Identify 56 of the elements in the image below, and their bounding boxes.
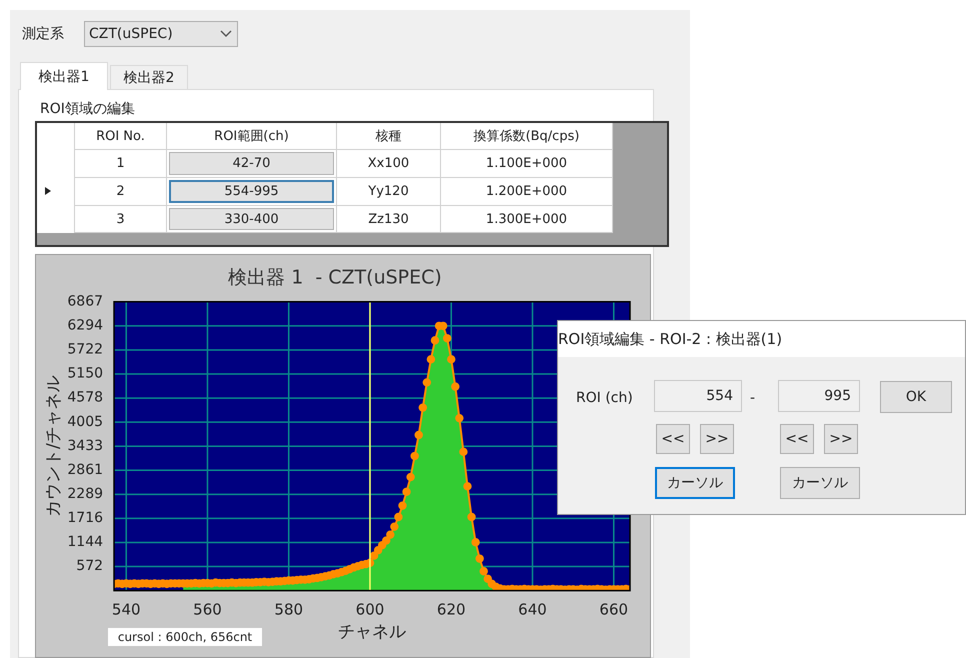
- text: 1.200E+000: [441, 178, 613, 206]
- text: 1.300E+000: [441, 206, 613, 233]
- annotation: ROI (ch): [576, 389, 634, 408]
- text: >>: [700, 424, 734, 454]
- text: 554-995: [169, 180, 334, 203]
- text: 995: [778, 380, 860, 412]
- y-tick-label: 572: [76, 558, 104, 574]
- y-tick-label: 5150: [67, 366, 104, 382]
- y-tick-label: 6294: [67, 318, 104, 334]
- text: カーソル: [780, 467, 860, 499]
- y-tick-label: 3433: [67, 438, 104, 454]
- y-tick-label: 6867: [67, 293, 104, 310]
- y-tick-label: 4578: [67, 390, 104, 406]
- text: ROI領域の編集: [40, 100, 136, 119]
- text: ROI No.: [75, 123, 167, 150]
- text: 1.100E+000: [441, 150, 613, 178]
- text: カーソル: [655, 467, 735, 499]
- y-tick-label: 4005: [67, 414, 104, 430]
- text: 検出器1: [20, 62, 108, 90]
- y-axis-title: カウント/チャネル: [44, 375, 64, 518]
- x-tick-label: 580: [274, 600, 304, 618]
- text: Xx100: [337, 150, 441, 178]
- chart-title: 検出器 1 - CZT(uSPEC): [228, 266, 442, 288]
- text: >>: [824, 424, 858, 454]
- text: 3: [75, 206, 167, 233]
- y-tick-label: 1144: [67, 534, 104, 550]
- annotation: ROI領域編集 - ROI-2 : 検出器(1): [558, 328, 784, 350]
- y-tick-label: 2861: [67, 462, 104, 478]
- x-tick-label: 620: [436, 600, 466, 618]
- x-tick-label: 640: [518, 600, 547, 618]
- text: 1: [75, 150, 167, 178]
- y-tick-label: 5722: [67, 342, 104, 358]
- text: 検出器2: [110, 65, 188, 89]
- text: ROI範囲(ch): [167, 123, 337, 150]
- text: 核種: [337, 123, 441, 150]
- text: -: [750, 389, 756, 408]
- text: <<: [780, 424, 814, 454]
- text: OK: [880, 381, 952, 413]
- text: CZT(uSPEC): [84, 21, 238, 47]
- text: 554: [654, 380, 742, 412]
- text: cursol : 600ch, 656cnt: [108, 628, 262, 646]
- x-tick-label: 560: [193, 600, 222, 618]
- x-axis-title: チャネル: [338, 622, 406, 642]
- text: 換算係数(Bq/cps): [441, 123, 613, 150]
- text: Zz130: [337, 206, 441, 233]
- text: <<: [656, 424, 690, 454]
- y-tick-label: 1716: [67, 510, 104, 526]
- text: 42-70: [169, 152, 334, 175]
- y-tick-label: 2289: [67, 486, 104, 502]
- text: 2: [75, 178, 167, 206]
- x-tick-label: 600: [356, 600, 384, 618]
- x-tick-label: 660: [599, 600, 628, 618]
- x-tick-label: 540: [112, 600, 141, 618]
- text: 330-400: [169, 208, 334, 230]
- text: Yy120: [337, 178, 441, 206]
- text: 測定系: [22, 25, 65, 44]
